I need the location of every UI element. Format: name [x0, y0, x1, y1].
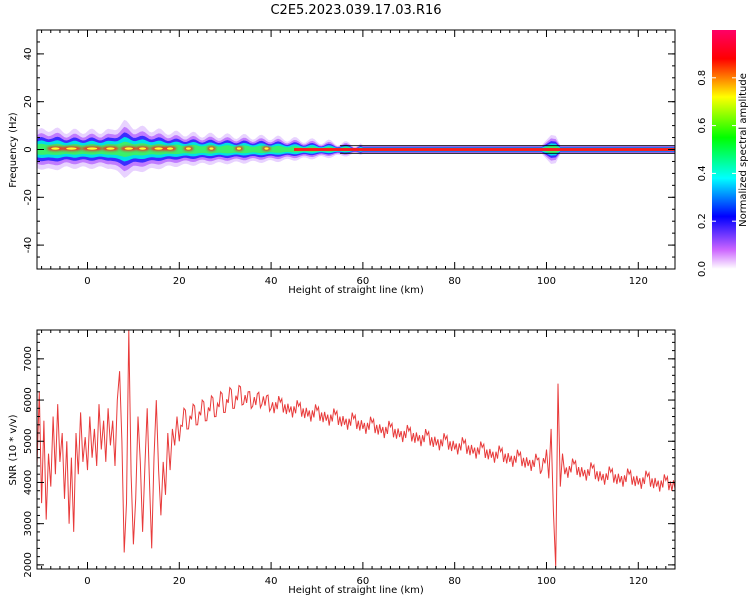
snr-x-tick-label: 120: [629, 576, 648, 587]
ridge-peak-highlight: [124, 147, 133, 150]
ridge-peak-highlight: [154, 147, 163, 150]
colorbar-tick-label: 0.0: [697, 261, 708, 277]
spectrogram-x-tick-label: 80: [448, 276, 461, 287]
snr-xlabel: Height of straight line (km): [288, 585, 424, 596]
snr-y-tick-label: 3000: [23, 511, 34, 536]
ridge-peak-highlight: [209, 147, 214, 150]
snr-background: [37, 330, 675, 569]
spectrogram-ridge: [37, 119, 675, 178]
colorbar: 0.0 0.2 0.4 0.6 0.8 Normalized spectral ampl…: [697, 30, 749, 277]
spectrogram-x-tick-label: 100: [537, 276, 556, 287]
colorbar-gradient: [712, 30, 736, 269]
spectrogram-y-tick-label: -20: [23, 189, 34, 205]
snr-x-tick-label: 0: [84, 576, 90, 587]
colorbar-tick-label: 0.4: [697, 165, 708, 181]
spectrogram-y-tick-label: 40: [23, 48, 34, 61]
ridge-peak-highlight: [166, 147, 174, 150]
snr-y-tick-label: 6000: [23, 387, 34, 412]
spectrogram-x-tick-label: 40: [265, 276, 278, 287]
snr-y-tick-label: 4000: [23, 470, 34, 495]
snr-y-tick-label: 2000: [23, 552, 34, 577]
ridge-peak-highlight: [264, 147, 269, 150]
spectrogram-x-tick-label: 60: [357, 276, 370, 287]
snr-panel: 0 20 40 60 80 100 120200030004000500060007000 …: [8, 329, 676, 596]
snr-series-line: [37, 330, 675, 567]
snr-y-tick-label: 7000: [23, 346, 34, 371]
snr-ylabel: SNR (10 * v/v): [8, 414, 19, 485]
spectrogram-ylabel: Frequency (Hz): [8, 112, 19, 188]
colorbar-tick-label: 0.2: [697, 213, 708, 229]
spectrogram-xlabel: Height of straight line (km): [288, 285, 424, 296]
snr-x-tick-label: 40: [265, 576, 278, 587]
ridge-peak-highlight: [106, 147, 115, 150]
colorbar-ticks: 0.0 0.2 0.4 0.6 0.8: [697, 70, 736, 277]
snr-x-tick-label: 60: [357, 576, 370, 587]
ridge-peak-highlight: [236, 147, 242, 150]
spectrogram-y-tick-label: 0: [23, 146, 34, 152]
colorbar-tick-label: 0.8: [697, 70, 708, 86]
ridge-peak-highlight: [51, 147, 60, 150]
spectrogram-axes: 0 20 40 60 80 100 120 -40 -20 0 20 40: [23, 29, 676, 287]
snr-x-tick-label: 20: [173, 576, 186, 587]
ridge-peak-highlight: [139, 147, 147, 150]
spectrogram-panel: 0 20 40 60 80 100 120 -40 -20 0 20 40 Height of str…: [8, 29, 676, 296]
colorbar-tick-label: 0.6: [697, 118, 708, 134]
figure-title: C2E5.2023.039.17.03.R16: [270, 3, 441, 18]
snr-x-tick-label: 80: [448, 576, 461, 587]
ridge-peak-highlight: [66, 147, 77, 150]
spectrogram-x-tick-label: 0: [84, 276, 90, 287]
spectrogram-x-tick-label: 20: [173, 276, 186, 287]
snr-y-tick-label: 5000: [23, 429, 34, 454]
snr-axes: 0 20 40 60 80 100 120 2000 3000 4000 5000 6000 7000: [23, 330, 676, 587]
ridge-peak-highlight: [186, 147, 191, 150]
colorbar-label: Normalized spectral amplitude: [738, 73, 749, 227]
spectrogram-x-tick-label: 120: [629, 276, 648, 287]
snr-x-tick-label: 100: [537, 576, 556, 587]
spectrogram-y-tick-label: -40: [23, 237, 34, 253]
spectrogram-y-tick-label: 20: [23, 95, 34, 108]
ridge-core: [294, 148, 675, 151]
ridge-peak-highlight: [86, 147, 98, 150]
